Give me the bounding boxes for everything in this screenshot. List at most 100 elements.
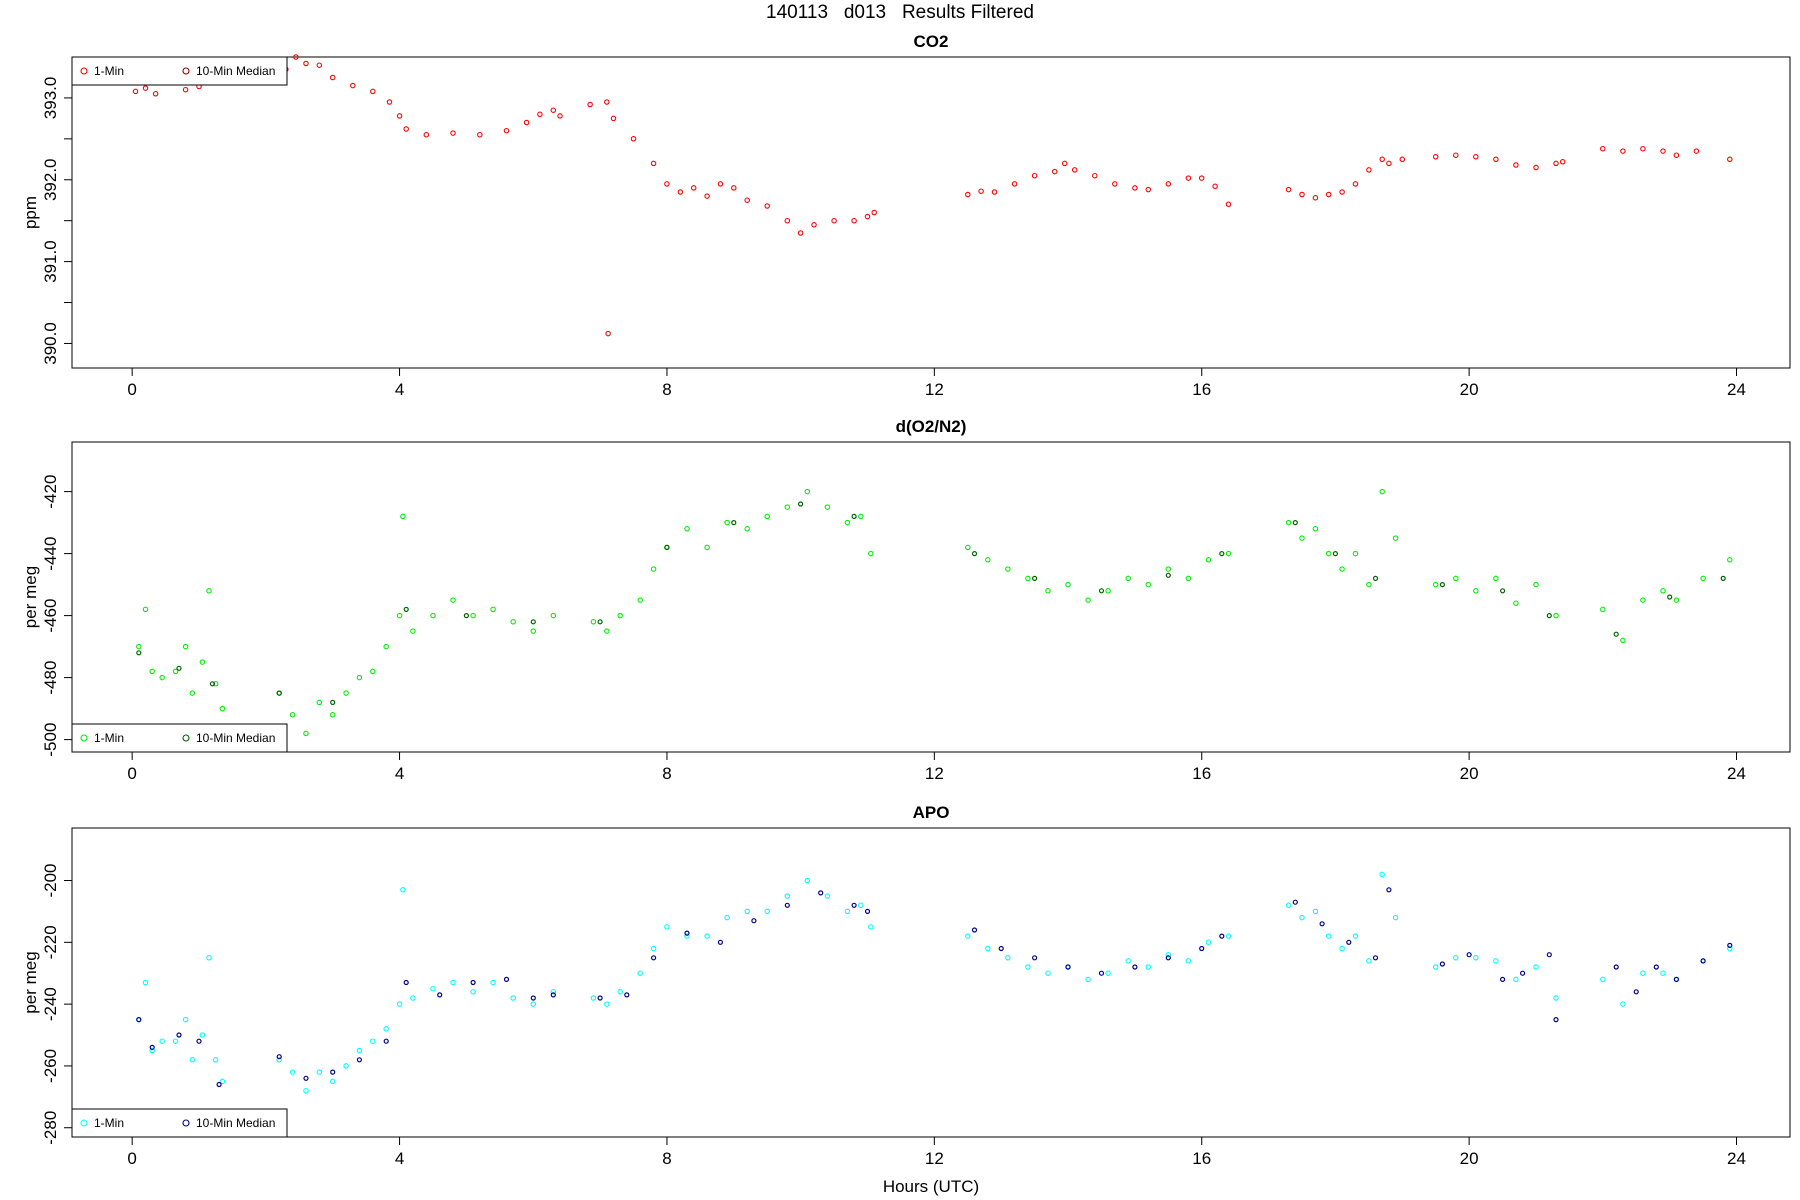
legend-box-co2 xyxy=(71,56,288,86)
data-point-1min-apo xyxy=(303,1087,309,1094)
data-point-1min-co2 xyxy=(1693,148,1700,154)
legend-marker-1min-o2n2 xyxy=(80,734,88,742)
data-point-1min-apo xyxy=(684,933,690,939)
data-point-1min-co2 xyxy=(978,188,984,194)
data-point-1min-o2n2 xyxy=(1432,581,1439,588)
data-point-1min-o2n2 xyxy=(530,628,537,634)
data-point-median-apo xyxy=(276,1054,282,1060)
data-point-1min-apo xyxy=(212,1057,219,1063)
data-point-1min-o2n2 xyxy=(1325,550,1332,557)
data-point-1min-o2n2 xyxy=(1600,606,1606,613)
data-point-1min-co2 xyxy=(386,99,393,105)
panel-title-o2n2: d(O2/N2) xyxy=(896,417,967,436)
data-point-1min-co2 xyxy=(864,213,871,220)
data-point-1min-apo xyxy=(784,893,791,899)
data-point-1min-o2n2 xyxy=(189,690,196,696)
data-point-1min-apo xyxy=(343,1063,349,1069)
data-point-1min-apo xyxy=(276,1057,282,1063)
data-point-1min-apo xyxy=(1392,914,1399,921)
data-point-median-apo xyxy=(1673,976,1680,983)
data-point-1min-apo xyxy=(510,995,516,1001)
x-tick-label-o2n2: 16 xyxy=(1192,764,1211,783)
legend-box-o2n2 xyxy=(71,723,288,753)
data-point-1min-apo xyxy=(1660,970,1666,976)
data-point-1min-apo xyxy=(206,955,212,961)
data-point-median-apo xyxy=(1546,952,1552,958)
data-point-1min-o2n2 xyxy=(510,619,516,625)
data-point-1min-co2 xyxy=(303,60,309,67)
data-point-1min-co2 xyxy=(1225,201,1232,208)
y-tick-label-o2n2: -500 xyxy=(41,723,60,757)
data-point-1min-o2n2 xyxy=(1105,588,1111,594)
data-point-median-apo xyxy=(1700,958,1706,964)
data-point-1min-apo xyxy=(1125,958,1131,964)
data-point-1min-co2 xyxy=(1325,191,1332,198)
data-point-1min-apo xyxy=(1640,970,1646,976)
y-tick-label-apo: -260 xyxy=(41,1049,60,1083)
data-point-1min-co2 xyxy=(557,113,563,119)
data-point-median-apo xyxy=(1132,964,1138,970)
data-point-1min-apo xyxy=(1432,964,1439,970)
data-point-1min-co2 xyxy=(152,91,159,97)
data-point-median-apo xyxy=(1613,964,1619,970)
data-point-1min-co2 xyxy=(142,85,149,91)
data-point-1min-co2 xyxy=(784,217,791,224)
data-point-1min-co2 xyxy=(831,217,837,224)
data-point-1min-co2 xyxy=(550,107,557,113)
data-point-median-o2n2 xyxy=(463,612,469,619)
data-point-median-apo xyxy=(216,1081,222,1088)
data-point-1min-co2 xyxy=(1513,162,1519,168)
data-point-1min-apo xyxy=(1339,945,1345,952)
data-point-1min-o2n2 xyxy=(396,612,403,619)
data-point-median-apo xyxy=(971,927,978,933)
data-point-median-o2n2 xyxy=(209,681,215,687)
data-point-1min-co2 xyxy=(503,127,510,134)
figure-title: 140113 d013 Results Filtered xyxy=(766,2,1034,23)
data-point-1min-co2 xyxy=(1727,156,1733,163)
legend-label-1min-o2n2: 1-Min xyxy=(94,731,124,745)
x-tick-label-o2n2: 20 xyxy=(1460,764,1479,783)
data-point-1min-apo xyxy=(985,945,991,952)
data-point-1min-co2 xyxy=(1145,186,1152,193)
data-point-1min-apo xyxy=(1225,933,1232,939)
data-point-1min-apo xyxy=(617,989,623,995)
data-point-1min-apo xyxy=(1285,902,1292,909)
data-point-1min-apo xyxy=(490,979,496,986)
data-point-1min-o2n2 xyxy=(724,519,730,526)
data-point-median-apo xyxy=(470,979,476,986)
data-point-1min-co2 xyxy=(1432,154,1439,160)
data-point-1min-o2n2 xyxy=(343,690,349,696)
data-point-median-apo xyxy=(624,992,630,998)
data-point-1min-apo xyxy=(1366,958,1372,964)
data-point-1min-o2n2 xyxy=(149,668,155,675)
data-point-1min-apo xyxy=(370,1038,376,1044)
y-tick-label-apo: -220 xyxy=(41,925,60,959)
data-point-median-o2n2 xyxy=(971,550,978,557)
data-point-1min-o2n2 xyxy=(764,513,770,520)
data-point-1min-o2n2 xyxy=(1225,550,1232,557)
data-point-1min-co2 xyxy=(537,111,543,118)
data-point-1min-co2 xyxy=(1600,145,1606,152)
data-point-1min-o2n2 xyxy=(1339,566,1345,572)
data-point-1min-apo xyxy=(650,945,657,952)
data-point-median-apo xyxy=(1199,945,1205,952)
data-point-median-apo xyxy=(196,1038,202,1044)
data-point-1min-co2 xyxy=(871,209,877,216)
data-point-1min-o2n2 xyxy=(212,681,219,687)
data-point-median-o2n2 xyxy=(1667,594,1673,600)
data-point-1min-o2n2 xyxy=(604,628,610,634)
data-point-1min-o2n2 xyxy=(1045,588,1051,594)
data-point-1min-co2 xyxy=(965,191,971,198)
data-point-median-apo xyxy=(1292,899,1298,905)
y-tick-label-apo: -280 xyxy=(41,1111,60,1145)
data-point-median-o2n2 xyxy=(1098,588,1105,594)
data-point-1min-o2n2 xyxy=(1392,535,1399,541)
data-point-1min-apo xyxy=(430,985,436,992)
data-point-1min-apo xyxy=(744,908,750,915)
data-point-1min-o2n2 xyxy=(684,526,690,532)
data-point-1min-apo xyxy=(550,989,557,995)
data-point-1min-co2 xyxy=(1285,186,1292,193)
data-point-1min-apo xyxy=(159,1038,165,1044)
data-point-median-o2n2 xyxy=(1031,575,1038,582)
data-point-1min-apo xyxy=(1600,976,1606,983)
